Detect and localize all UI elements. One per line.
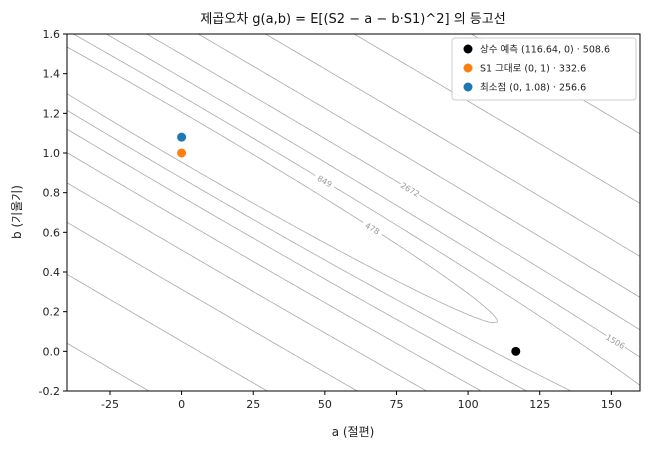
y-tick-label: 0.2 [43,306,61,319]
plot-frame [66,33,641,392]
contour-line [67,34,640,391]
x-axis-label: a (절편) [332,425,375,439]
legend-marker [463,63,473,73]
y-axis: -0.2 0.0 0.2 0.4 0.6 0.8 1.0 1.2 1.4 1.6 [39,28,67,398]
y-tick-label: 1.4 [43,68,61,81]
y-tick-label: 0.8 [43,187,61,200]
contour-label: 2672 [399,181,421,199]
legend-label: 상수 예측 (116.64, 0) · 508.6 [480,45,610,56]
contour-label-bg [603,331,628,352]
x-tick-label: 75 [389,398,403,411]
contour-line [67,34,640,391]
y-tick-label: 0.0 [43,345,61,358]
y-axis-label: b (기울기) [10,185,24,239]
legend-label: 최소점 (0, 1.08) · 256.6 [480,82,586,94]
y-tick-label: 0.6 [43,226,61,239]
y-tick-label: 1.0 [43,147,61,160]
data-point [511,346,521,356]
legend-marker [463,44,473,54]
contour-line [67,34,640,391]
legend: 상수 예측 (116.64, 0) · 508.6 S1 그대로 (0, 1) ·… [451,37,637,101]
x-tick-label: 100 [458,398,479,411]
legend-label: S1 그대로 (0, 1) · 332.6 [480,64,586,75]
contour-label: 1506 [604,333,626,351]
legend-box [451,37,637,101]
chart-title: 제곱오차 g(a,b) = E[(S2 − a − b·S1)^2] 의 등고선 [200,12,505,27]
contour-line [67,34,640,391]
y-tick-label: 1.6 [43,28,61,41]
y-tick-label: 0.4 [43,266,61,279]
x-tick-label: 0 [178,398,185,411]
data-points [177,132,521,356]
x-tick-label: 150 [601,398,622,411]
contour-label-bg [398,179,423,200]
x-tick-label: 25 [246,398,260,411]
x-tick-label: 50 [318,398,332,411]
x-axis: -25 0 25 50 75 100 125 150 [101,391,622,411]
y-tick-label: -0.2 [39,385,60,398]
data-point [177,148,187,158]
contour-line [67,34,640,391]
contour-label-bg [312,171,337,192]
contour-line [67,34,640,391]
y-tick-label: 1.2 [43,107,61,120]
contour-line [67,46,498,324]
x-tick-label: 125 [529,398,550,411]
x-tick-label: -25 [101,398,119,411]
contour-label-bg [360,218,385,239]
data-point [177,132,187,142]
legend-marker [463,82,473,92]
